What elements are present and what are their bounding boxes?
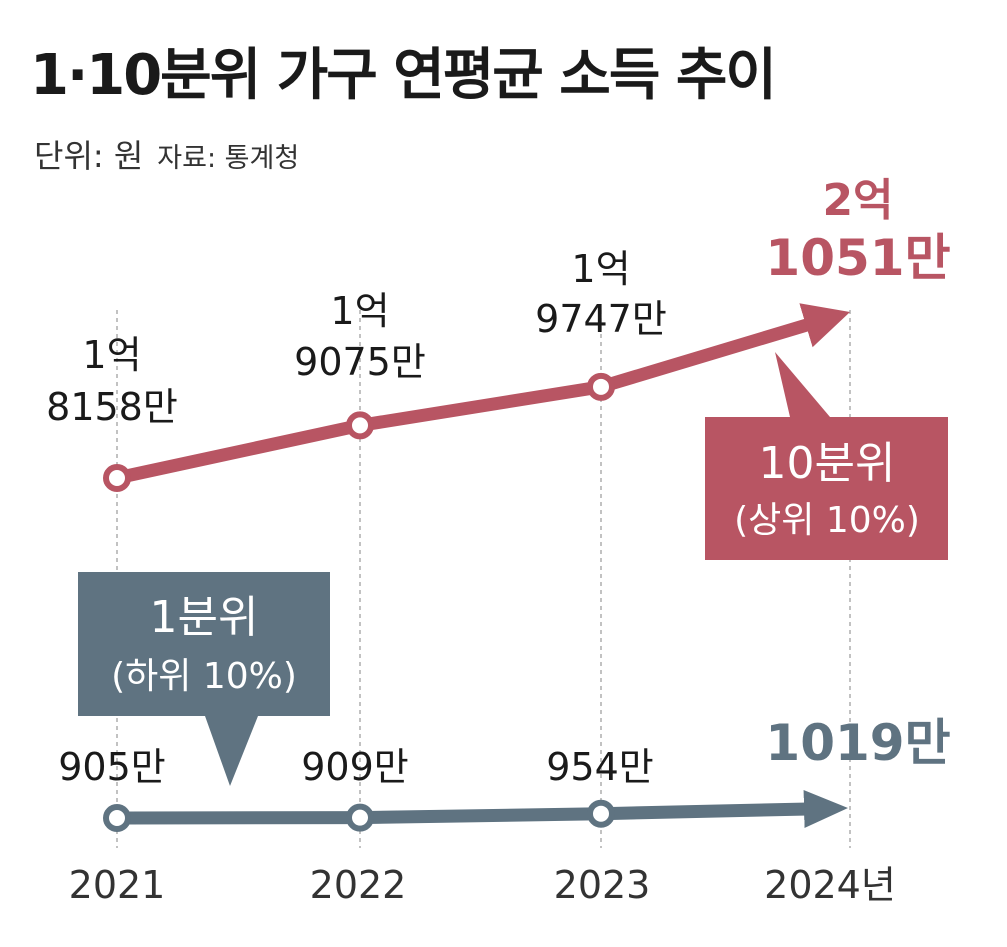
bottom-value-label-2021: 905만 bbox=[58, 745, 166, 789]
x-axis-suffix: 년 bbox=[861, 863, 896, 907]
top-value-label-line1: 1억 bbox=[571, 247, 630, 291]
top-final-label-line1: 2억 bbox=[822, 175, 893, 226]
bottom-final-label: 1019만 bbox=[765, 714, 950, 772]
source-note: 자료: 통계청 bbox=[157, 143, 300, 174]
top-value-label-line2: 9075만 bbox=[294, 340, 426, 384]
bottom-series-subname: (하위 10%) bbox=[111, 656, 297, 697]
x-tick-label-2024: 2024년 bbox=[764, 863, 896, 907]
top-value-label-2021: 1억 8158만 bbox=[46, 333, 178, 429]
top-value-label-line1: 1억 bbox=[82, 333, 141, 377]
top-value-label-line2: 8158만 bbox=[46, 385, 178, 429]
x-tick-label-2022: 2022 bbox=[310, 863, 407, 907]
bottom-point-2022 bbox=[346, 803, 374, 832]
bottom-point-2021 bbox=[103, 804, 131, 832]
top-value-label-line1: 1억 bbox=[330, 289, 389, 333]
chart-subtitle: 단위: 원 자료: 통계청 bbox=[34, 140, 299, 172]
top-series-name: 10분위 bbox=[759, 438, 896, 489]
bottom-series-name: 1분위 bbox=[150, 592, 259, 643]
top-value-label-2022: 1억 9075만 bbox=[294, 289, 426, 384]
top-final-label-line2: 1051만 bbox=[765, 229, 950, 287]
top-series-subname: (상위 10%) bbox=[734, 500, 920, 541]
top-point-2023 bbox=[587, 372, 615, 401]
top-value-label-2023: 1억 9747만 bbox=[535, 247, 667, 341]
x-tick-label-2023: 2023 bbox=[554, 863, 651, 907]
x-tick-label-2021: 2021 bbox=[69, 863, 166, 907]
bottom-series-callout: 1분위 (하위 10%) bbox=[78, 572, 330, 786]
top-value-label-line2: 9747만 bbox=[535, 297, 667, 341]
top-series-callout: 10분위 (상위 10%) bbox=[705, 352, 948, 560]
bottom-value-label-2022: 909만 bbox=[301, 745, 409, 789]
top-point-2022 bbox=[346, 411, 374, 440]
unit-note: 단위: 원 bbox=[34, 137, 144, 175]
top-point-2021 bbox=[103, 464, 131, 492]
chart-title: 1·10분위 가구 연평균 소득 추이 bbox=[30, 43, 777, 108]
bottom-series-arrow bbox=[594, 790, 849, 829]
bottom-value-label-2023: 954만 bbox=[546, 745, 654, 789]
bottom-point-2023 bbox=[587, 799, 615, 828]
top-series-arrow bbox=[594, 303, 850, 394]
